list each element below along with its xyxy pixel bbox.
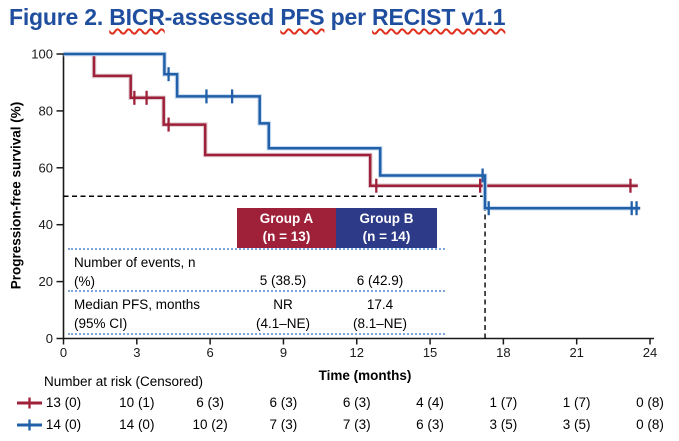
median-pfs-group-b: 17.4 (8.1–NE) xyxy=(352,297,408,331)
title-segment: Figure 2. xyxy=(9,4,110,30)
x-tick-label: 12 xyxy=(350,345,364,360)
at-risk-cell: 3 (5) xyxy=(562,417,591,432)
title-segment: per xyxy=(324,4,373,30)
y-tick-label: 20 xyxy=(39,274,53,289)
figure-title: Figure 2. BICR-assessed PFS per RECIST v… xyxy=(9,4,506,31)
x-axis-label: Time (months) xyxy=(318,368,412,383)
at-risk-cell: 13 (0) xyxy=(45,395,82,410)
at-risk-cell: 0 (8) xyxy=(636,417,664,432)
at-risk-cell: 6 (3) xyxy=(269,395,298,410)
title-segment-misspelled: PFS xyxy=(280,4,325,30)
y-tick-label: 0 xyxy=(46,331,53,346)
x-tick-label: 21 xyxy=(569,345,583,360)
at-risk-cell: 4 (4) xyxy=(416,395,444,410)
km-curve-group-b xyxy=(63,52,641,210)
table-divider xyxy=(68,290,445,292)
table-divider xyxy=(68,333,445,335)
y-tick-label: 60 xyxy=(39,160,53,175)
table-divider xyxy=(68,248,445,250)
number-at-risk-label: Number at risk (Censored) xyxy=(44,374,204,389)
at-risk-cell: 0 (8) xyxy=(636,395,664,410)
y-tick-label: 40 xyxy=(39,217,53,232)
at-risk-cell: 3 (5) xyxy=(489,417,518,432)
at-risk-cell: 1 (7) xyxy=(489,395,518,410)
x-tick-label: 9 xyxy=(280,345,287,360)
median-pfs-row-label: Median PFS, months (95% CI) xyxy=(74,297,201,331)
x-tick-label: 3 xyxy=(133,345,140,360)
x-tick-label: 0 xyxy=(60,345,67,360)
events-value-group-b: 6 (42.9) xyxy=(356,273,404,288)
y-tick-label: 100 xyxy=(31,47,53,62)
group-b-name: Group B xyxy=(359,211,414,226)
at-risk-cell: 10 (2) xyxy=(192,417,228,432)
x-tick-label: 18 xyxy=(496,345,510,360)
x-tick-label: 24 xyxy=(643,345,657,360)
group-a-header: Group A (n = 13) xyxy=(237,208,336,248)
at-risk-cell: 14 (0) xyxy=(45,417,82,432)
at-risk-cell: 14 (0) xyxy=(119,417,155,432)
at-risk-cell: 6 (3) xyxy=(342,395,371,410)
group-b-n: (n = 14) xyxy=(362,229,411,244)
x-tick-label: 15 xyxy=(423,345,437,360)
km-curve-group-a xyxy=(63,52,638,187)
title-segment: -assessed xyxy=(164,4,281,30)
at-risk-cell: 6 (3) xyxy=(416,417,444,432)
km-curve-halo-group-a xyxy=(63,51,638,188)
events-value-group-a: 5 (38.5) xyxy=(259,273,307,288)
at-risk-cell: 1 (7) xyxy=(562,395,591,410)
at-risk-cell: 7 (3) xyxy=(269,417,298,432)
group-b-header: Group B (n = 14) xyxy=(336,208,437,248)
at-risk-cell: 6 (3) xyxy=(196,395,224,410)
at-risk-cell: 10 (1) xyxy=(119,395,155,410)
title-segment-misspelled: BICR xyxy=(109,4,165,30)
x-tick-label: 6 xyxy=(207,345,214,360)
title-segment-misspelled: RECIST v1.1 xyxy=(372,4,506,30)
events-row-label: Number of events, n (%) xyxy=(74,255,196,289)
median-pfs-group-a: NR (4.1–NE) xyxy=(255,297,311,331)
group-a-n: (n = 13) xyxy=(262,229,311,244)
group-a-name: Group A xyxy=(259,211,314,226)
at-risk-cell: 7 (3) xyxy=(342,417,371,432)
y-tick-label: 80 xyxy=(39,103,53,118)
